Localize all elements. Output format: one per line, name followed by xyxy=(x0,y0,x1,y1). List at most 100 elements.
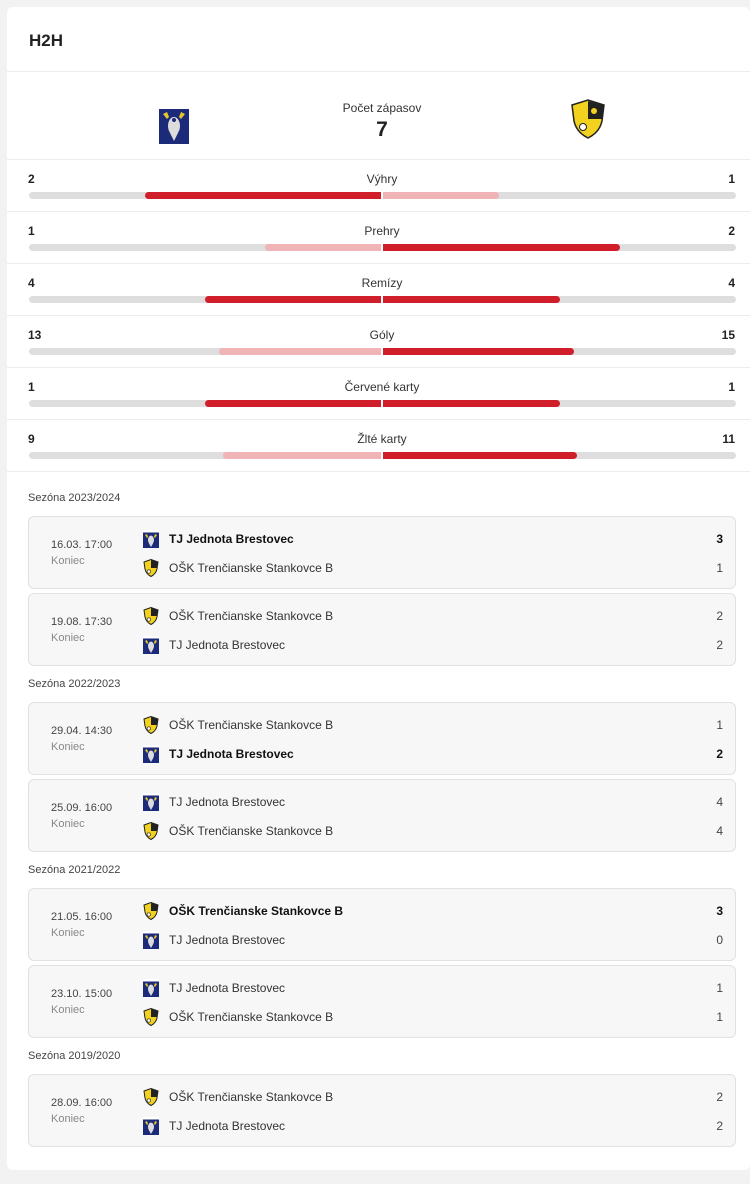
team-score: 2 xyxy=(716,609,723,623)
team-name: TJ Jednota Brestovec xyxy=(169,933,286,947)
divider xyxy=(7,471,750,472)
match-card[interactable]: 23.10. 15:00 Koniec TJ Jednota Brestovec 1 O… xyxy=(28,965,736,1038)
team-name: OŠK Trenčianske Stankovce B xyxy=(169,824,334,838)
team-name: OŠK Trenčianske Stankovce B xyxy=(169,1090,334,1104)
match-team-row: OŠK Trenčianske Stankovce B 3 xyxy=(143,901,723,921)
stat-home-fill xyxy=(219,348,381,355)
stat-home-value: 4 xyxy=(28,276,35,290)
match-card[interactable]: 25.09. 16:00 Koniec TJ Jednota Brestovec 4 O… xyxy=(28,779,736,852)
stankovce-crest-icon xyxy=(143,821,159,841)
stat-away-fill xyxy=(383,192,500,199)
stat-row: 1 Prehry 2 xyxy=(7,211,750,263)
team-score: 1 xyxy=(716,981,723,995)
team-score: 2 xyxy=(716,1090,723,1104)
stankovce-crest-icon xyxy=(143,715,159,735)
team-name: TJ Jednota Brestovec xyxy=(169,795,286,809)
team-name: OŠK Trenčianske Stankovce B xyxy=(169,718,334,732)
stat-home-value: 13 xyxy=(28,328,42,342)
stat-home-value: 2 xyxy=(28,172,35,186)
match-team-row: OŠK Trenčianske Stankovce B 1 xyxy=(143,558,723,578)
stat-away-bar xyxy=(383,452,736,459)
stat-away-fill xyxy=(383,452,578,459)
stat-home-bar xyxy=(29,452,381,459)
team-score: 2 xyxy=(716,747,723,761)
stankovce-crest-icon xyxy=(143,1007,159,1027)
home-team-logo[interactable] xyxy=(159,104,189,149)
match-card[interactable]: 19.08. 17:30 Koniec OŠK Trenčianske Stanko… xyxy=(28,593,736,666)
stat-row: 2 Výhry 1 xyxy=(7,159,750,211)
away-team-logo[interactable] xyxy=(570,99,606,144)
stat-row: 1 Červené karty 1 xyxy=(7,367,750,419)
stat-home-value: 1 xyxy=(28,380,35,394)
team-score: 1 xyxy=(716,718,723,732)
team-name: TJ Jednota Brestovec xyxy=(169,532,294,546)
stankovce-crest-icon xyxy=(143,901,159,921)
stat-label: Červené karty xyxy=(344,380,420,394)
stat-away-value: 15 xyxy=(721,328,735,342)
divider xyxy=(7,367,750,368)
match-team-row: TJ Jednota Brestovec 2 xyxy=(143,744,723,764)
team-name: TJ Jednota Brestovec xyxy=(169,747,294,761)
stat-home-bar xyxy=(29,348,381,355)
stat-away-fill xyxy=(383,244,620,251)
team-name: OŠK Trenčianske Stankovce B xyxy=(169,561,334,575)
match-status: Koniec xyxy=(51,818,85,830)
stat-home-fill xyxy=(205,400,381,407)
stankovce-crest-icon xyxy=(143,558,159,578)
team-score: 1 xyxy=(716,561,723,575)
match-team-row: TJ Jednota Brestovec 1 xyxy=(143,978,723,998)
team-name: OŠK Trenčianske Stankovce B xyxy=(169,904,344,918)
brestovec-crest-icon xyxy=(143,931,159,949)
divider xyxy=(7,71,750,72)
match-team-row: OŠK Trenčianske Stankovce B 4 xyxy=(143,821,723,841)
match-status: Koniec xyxy=(51,632,85,644)
stat-away-bar xyxy=(383,244,736,251)
team-name: TJ Jednota Brestovec xyxy=(169,638,286,652)
stat-row: 9 Žlté karty 11 xyxy=(7,419,750,471)
match-team-row: OŠK Trenčianske Stankovce B 2 xyxy=(143,1087,723,1107)
stat-label: Góly xyxy=(369,328,395,342)
match-team-row: TJ Jednota Brestovec 2 xyxy=(143,635,723,655)
team-score: 3 xyxy=(716,532,723,546)
divider xyxy=(7,419,750,420)
stat-home-fill xyxy=(222,452,381,459)
match-team-row: OŠK Trenčianske Stankovce B 1 xyxy=(143,715,723,735)
team-score: 3 xyxy=(716,904,723,918)
h2h-summary: Počet zápasov 7 xyxy=(7,71,750,159)
brestovec-crest-icon xyxy=(143,636,159,654)
match-status: Koniec xyxy=(51,927,85,939)
stat-away-value: 11 xyxy=(722,432,735,446)
stat-home-fill xyxy=(145,192,381,199)
season-label: Sezóna 2023/2024 xyxy=(28,492,121,504)
team-score: 4 xyxy=(716,795,723,809)
match-datetime: 25.09. 16:00 xyxy=(51,802,113,814)
match-status: Koniec xyxy=(51,1113,85,1125)
match-team-row: TJ Jednota Brestovec 2 xyxy=(143,1116,723,1136)
stat-home-value: 9 xyxy=(28,432,35,446)
team-name: OŠK Trenčianske Stankovce B xyxy=(169,1010,334,1024)
match-card[interactable]: 28.09. 16:00 Koniec OŠK Trenčianske Stanko… xyxy=(28,1074,736,1147)
brestovec-crest-icon xyxy=(143,979,159,997)
match-count-value: 7 xyxy=(376,118,388,141)
match-team-row: TJ Jednota Brestovec 4 xyxy=(143,792,723,812)
match-datetime: 21.05. 16:00 xyxy=(51,911,113,923)
stat-away-value: 4 xyxy=(728,276,735,290)
team-name: OŠK Trenčianske Stankovce B xyxy=(169,609,334,623)
match-team-row: OŠK Trenčianske Stankovce B 1 xyxy=(143,1007,723,1027)
stat-home-fill xyxy=(205,296,381,303)
stat-home-value: 1 xyxy=(28,224,35,238)
match-card[interactable]: 21.05. 16:00 Koniec OŠK Trenčianske Stanko… xyxy=(28,888,736,961)
match-datetime: 29.04. 14:30 xyxy=(51,725,113,737)
stat-away-bar xyxy=(383,192,736,199)
team-score: 4 xyxy=(716,824,723,838)
match-card[interactable]: 16.03. 17:00 Koniec TJ Jednota Brestovec 3 O… xyxy=(28,516,736,589)
match-card[interactable]: 29.04. 14:30 Koniec OŠK Trenčianske Stanko… xyxy=(28,702,736,775)
season-label: Sezóna 2019/2020 xyxy=(28,1050,121,1062)
stat-label: Prehry xyxy=(364,224,400,238)
match-datetime: 23.10. 15:00 xyxy=(51,988,113,1000)
stat-row: 13 Góly 15 xyxy=(7,315,750,367)
stat-away-value: 2 xyxy=(728,224,735,238)
stat-label: Výhry xyxy=(366,172,398,186)
stat-away-fill xyxy=(383,296,560,303)
stat-label: Remízy xyxy=(361,276,403,290)
